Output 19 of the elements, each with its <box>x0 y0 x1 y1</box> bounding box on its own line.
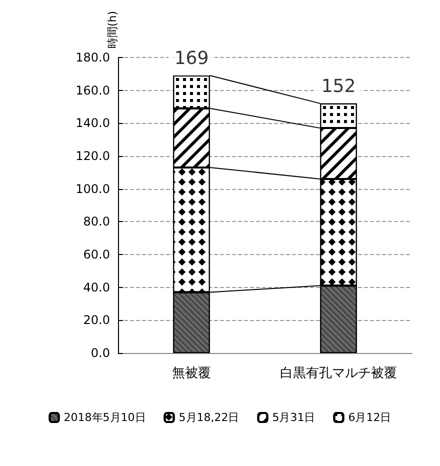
y-tick-label: 180.0 <box>76 50 110 64</box>
y-tick-label: 140.0 <box>76 116 110 130</box>
y-tick-label: 160.0 <box>76 83 110 98</box>
x-tick-label: 白黒有孔マルチ被覆 <box>280 366 397 381</box>
y-axis-title: 時間(h) <box>106 11 119 49</box>
y-tick-label: 20.0 <box>83 313 110 328</box>
x-tick-label: 無被覆 <box>172 366 211 381</box>
y-tick-label: 100.0 <box>76 182 110 196</box>
y-tick-label: 80.0 <box>83 214 110 229</box>
legend-label: 5月18,22日 <box>178 411 240 424</box>
legend-label: 6月12日 <box>348 411 392 424</box>
total-label: 152 <box>321 76 356 97</box>
y-tick-label: 60.0 <box>83 247 110 262</box>
legend-label: 2018年5月10日 <box>64 411 146 424</box>
y-tick-label: 0.0 <box>90 346 110 360</box>
y-tick-label: 120.0 <box>76 148 110 163</box>
total-label: 169 <box>174 48 209 70</box>
legend-label: 5月31日 <box>272 411 316 424</box>
y-tick-label: 40.0 <box>83 280 110 294</box>
